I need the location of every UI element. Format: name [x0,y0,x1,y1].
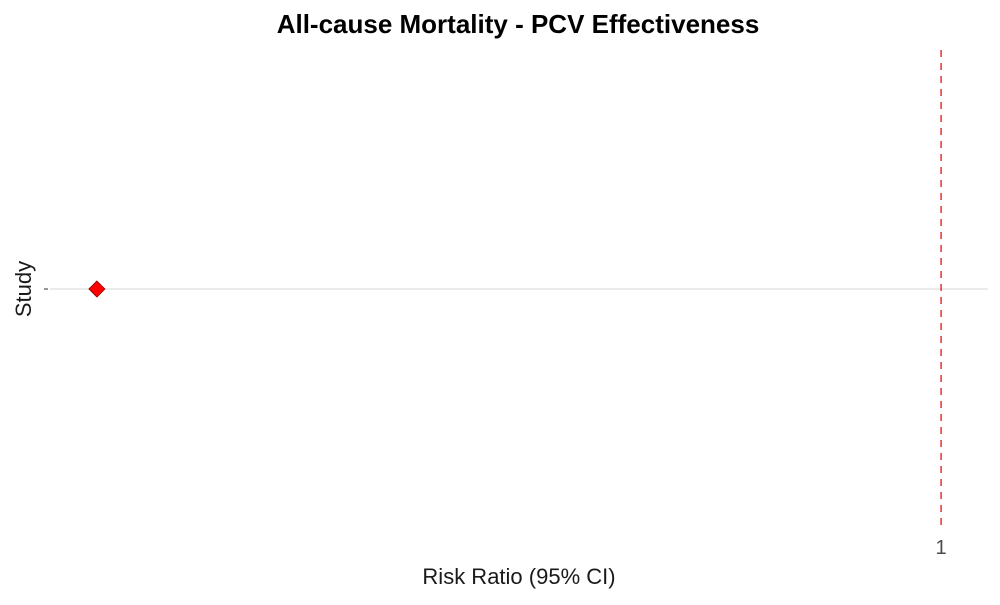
summary-diamond-point [88,280,106,298]
x-axis-label: Risk Ratio (95% CI) [422,564,615,589]
y-axis-label: Study [11,261,36,317]
x-tick-label: 1 [936,537,947,559]
chart-title: All-cause Mortality - PCV Effectiveness [277,9,760,39]
plot-area: 1 [44,50,988,559]
